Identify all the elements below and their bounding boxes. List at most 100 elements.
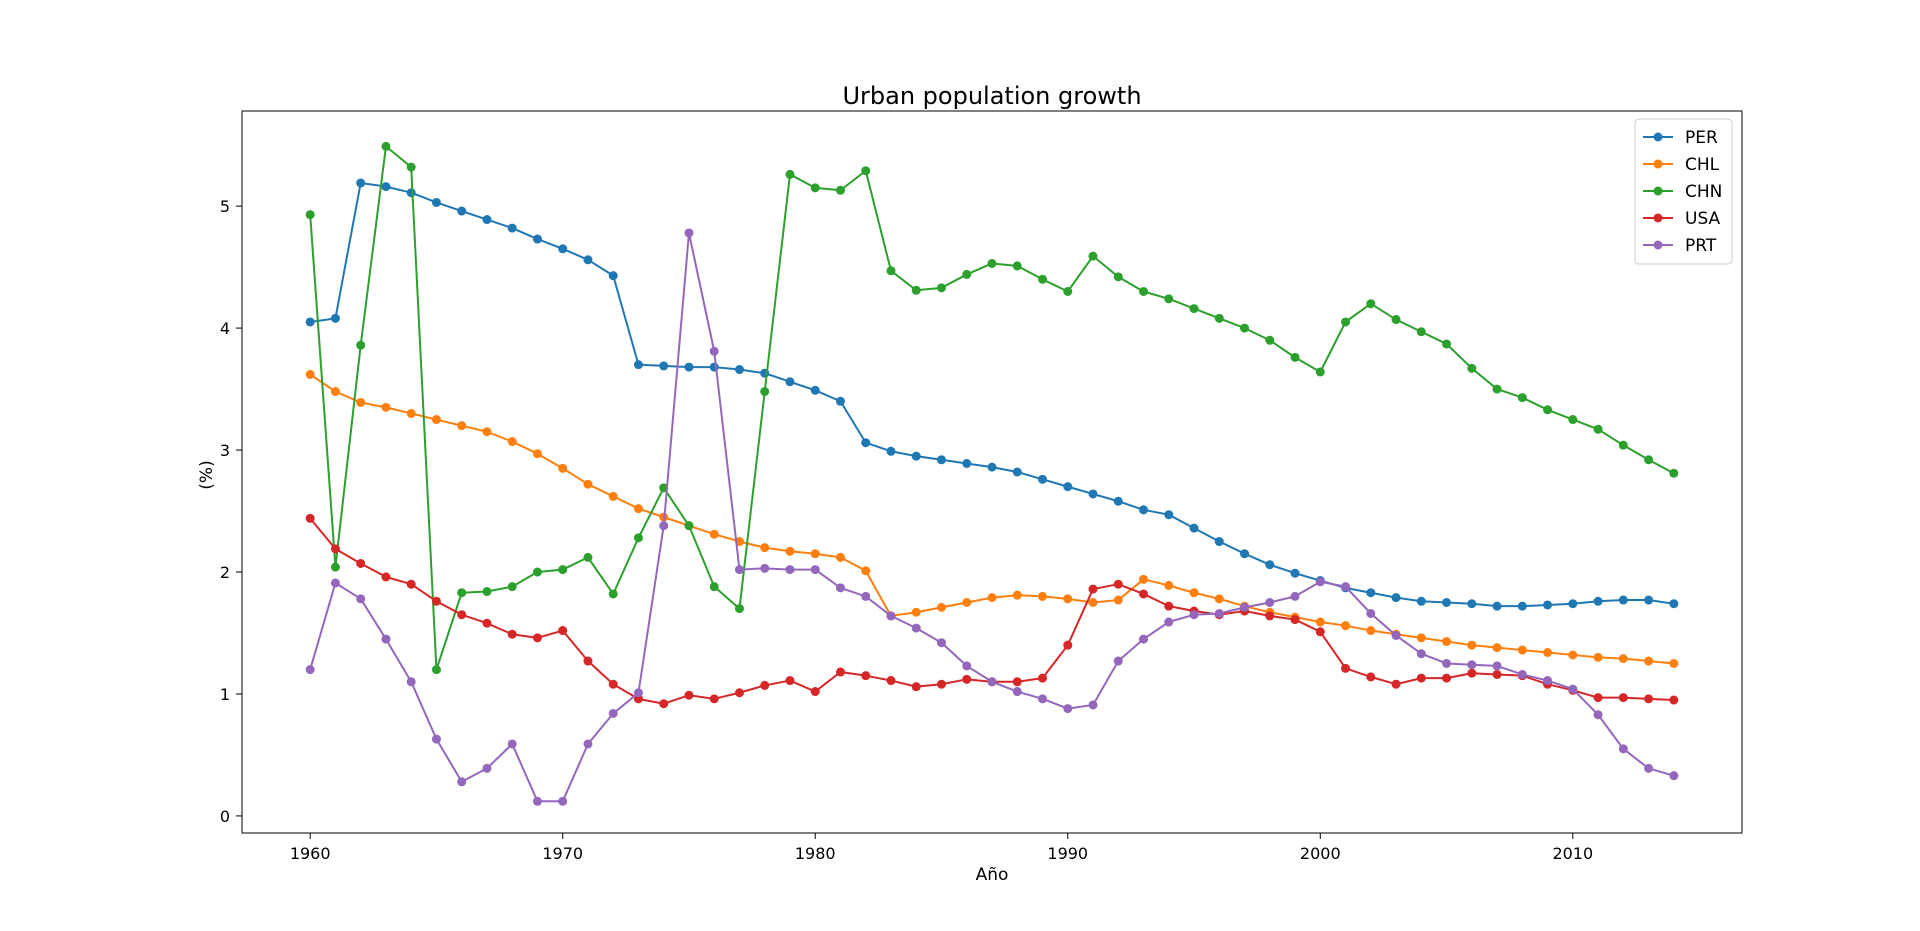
data-point-chn	[835, 185, 845, 195]
data-point-usa	[1416, 673, 1426, 683]
data-point-per	[558, 244, 568, 254]
data-point-chn	[381, 141, 391, 151]
data-point-usa	[1467, 668, 1477, 678]
data-point-chl	[356, 397, 366, 407]
data-point-usa	[608, 679, 618, 689]
data-point-chn	[734, 604, 744, 614]
data-point-chn	[1416, 327, 1426, 337]
data-point-per	[659, 361, 669, 371]
data-point-usa	[911, 682, 921, 692]
data-point-per	[1467, 599, 1477, 609]
data-point-per	[1113, 496, 1123, 506]
data-point-usa	[330, 544, 340, 554]
data-point-chn	[583, 552, 593, 562]
data-point-usa	[1063, 640, 1073, 650]
data-point-chl	[1189, 588, 1199, 598]
x-tick-label: 1980	[795, 844, 836, 863]
data-point-chl	[330, 387, 340, 397]
data-point-chn	[760, 387, 770, 397]
data-point-chl	[760, 543, 770, 553]
data-point-prt	[406, 677, 416, 687]
data-point-chn	[1467, 363, 1477, 373]
data-point-per	[785, 377, 795, 387]
data-point-usa	[1341, 663, 1351, 673]
data-point-prt	[431, 734, 441, 744]
data-point-chn	[911, 285, 921, 295]
legend-label-chn: CHN	[1685, 182, 1722, 202]
data-point-per	[1240, 549, 1250, 559]
data-point-chn	[861, 166, 871, 176]
data-point-chl	[1164, 580, 1174, 590]
data-point-usa	[507, 629, 517, 639]
data-point-per	[1442, 598, 1452, 607]
data-point-chn	[1517, 393, 1527, 403]
data-point-prt	[1113, 656, 1123, 666]
data-point-per	[1189, 523, 1199, 533]
x-tick-label: 2010	[1552, 844, 1593, 863]
data-point-prt	[1088, 700, 1098, 710]
plot-frame	[241, 110, 1743, 834]
data-point-chl	[1568, 650, 1578, 660]
data-point-usa	[734, 688, 744, 698]
data-point-prt	[1467, 660, 1477, 670]
data-point-prt	[1139, 634, 1149, 644]
x-tick-label: 1990	[1047, 844, 1088, 863]
data-point-prt	[684, 228, 694, 238]
data-point-prt	[1038, 694, 1048, 704]
data-point-prt	[1568, 684, 1578, 694]
data-point-chn	[633, 533, 643, 543]
data-point-chn	[1139, 287, 1149, 296]
data-point-chn	[886, 266, 896, 276]
data-point-prt	[861, 591, 871, 601]
data-point-per	[305, 317, 315, 327]
data-point-prt	[1391, 630, 1401, 640]
data-point-chn	[1113, 272, 1123, 282]
data-point-chl	[1593, 652, 1603, 662]
data-point-chn	[1265, 335, 1275, 345]
data-point-per	[1391, 593, 1401, 603]
data-point-per	[1416, 596, 1426, 606]
data-point-chl	[861, 566, 871, 576]
data-point-per	[1063, 482, 1073, 492]
data-point-usa	[1088, 584, 1098, 594]
data-point-chl	[1416, 633, 1426, 643]
y-tick-label: 1	[220, 685, 230, 704]
data-point-per	[330, 313, 340, 323]
data-point-usa	[709, 694, 719, 704]
data-point-chl	[1341, 621, 1351, 631]
data-point-per	[457, 206, 467, 216]
data-point-usa	[962, 674, 972, 684]
data-point-per	[1644, 595, 1654, 605]
data-point-chl	[1012, 590, 1022, 600]
plot-area	[305, 141, 1679, 806]
data-point-prt	[1492, 661, 1502, 671]
data-point-prt	[936, 638, 946, 648]
data-point-prt	[1669, 771, 1679, 781]
data-point-usa	[684, 690, 694, 700]
data-point-prt	[1593, 710, 1603, 720]
data-point-prt	[1341, 582, 1351, 592]
data-point-prt	[1644, 763, 1654, 773]
data-point-chl	[1517, 645, 1527, 655]
data-point-chn	[608, 589, 618, 599]
data-point-chl	[1543, 648, 1553, 657]
data-point-usa	[1366, 672, 1376, 682]
data-point-prt	[305, 665, 315, 675]
data-point-usa	[1442, 673, 1452, 683]
data-point-per	[886, 446, 896, 456]
data-point-prt	[1214, 608, 1224, 618]
data-point-prt	[1366, 608, 1376, 618]
x-axis-label: Año	[976, 865, 1009, 885]
data-point-per	[356, 178, 366, 188]
data-point-chn	[1341, 317, 1351, 327]
data-point-per	[1290, 568, 1300, 578]
data-point-per	[962, 458, 972, 468]
data-point-prt	[1290, 591, 1300, 601]
data-point-prt	[760, 563, 770, 573]
data-point-usa	[886, 676, 896, 686]
data-point-chn	[431, 665, 441, 675]
data-point-chn	[1366, 299, 1376, 309]
data-point-usa	[406, 579, 416, 589]
data-point-per	[835, 396, 845, 406]
